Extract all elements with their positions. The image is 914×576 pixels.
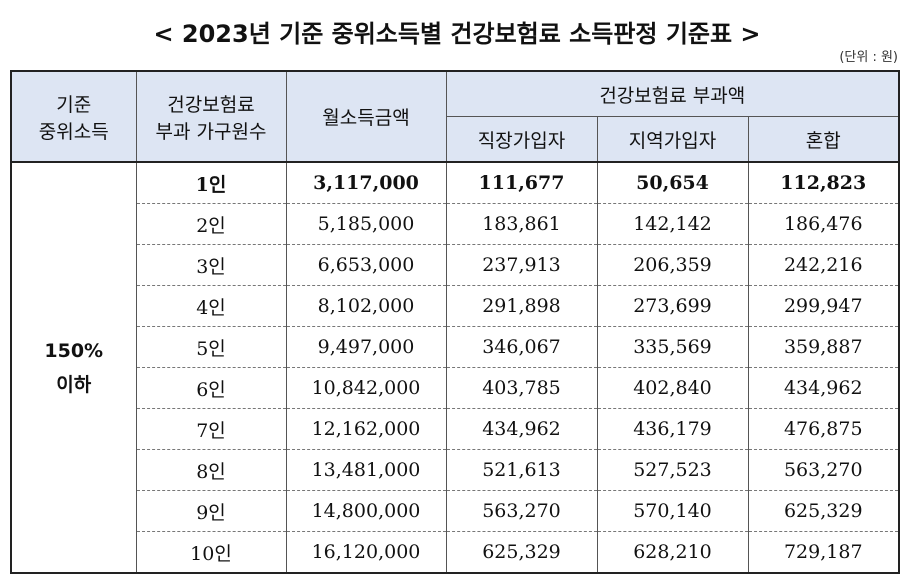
- header-employee: 직장가입자: [445, 116, 598, 163]
- income-cell: 16,120,000: [285, 531, 447, 573]
- group-label-cell: 150% 이하: [10, 162, 137, 573]
- mixed-cell: 112,823: [747, 162, 900, 204]
- mixed-cell: 563,270: [747, 449, 900, 491]
- table-row: 5인 9,497,000 346,067 335,569 359,887: [11, 326, 900, 368]
- regional-cell: 206,359: [596, 244, 749, 286]
- members-cell: 4인: [135, 285, 287, 327]
- members-cell: 3인: [135, 244, 287, 286]
- income-cell: 8,102,000: [285, 285, 447, 327]
- header-median-income: 기준 중위소득: [10, 70, 137, 163]
- page-title: < 2023년 기준 중위소득별 건강보험료 소득판정 기준표 >: [153, 20, 761, 48]
- header-median-income-line1: 기준: [56, 93, 92, 116]
- table-row: 10인 16,120,000 625,329 628,210 729,187: [11, 531, 900, 573]
- income-criteria-table: 기준 중위소득 건강보험료 부과 가구원수 월소득금액 건강보험료 부과액 직장…: [10, 70, 901, 574]
- members-cell: 2인: [135, 203, 287, 245]
- header-median-income-line2: 중위소득: [38, 120, 109, 143]
- table-row: 9인 14,800,000 563,270 570,140 625,329: [11, 490, 900, 532]
- header-premium-group: 건강보험료 부과액: [445, 70, 900, 117]
- regional-cell: 273,699: [596, 285, 749, 327]
- regional-cell: 335,569: [596, 326, 749, 368]
- header-regional: 지역가입자: [596, 116, 749, 163]
- regional-cell: 402,840: [596, 367, 749, 409]
- header-household-line2: 부과 가구원수: [155, 120, 267, 143]
- income-cell: 12,162,000: [285, 408, 447, 450]
- mixed-cell: 729,187: [747, 531, 900, 573]
- income-cell: 5,185,000: [285, 203, 447, 245]
- income-cell: 3,117,000: [285, 162, 447, 204]
- employee-cell: 111,677: [445, 162, 598, 204]
- employee-cell: 434,962: [445, 408, 598, 450]
- income-cell: 10,842,000: [285, 367, 447, 409]
- members-cell: 10인: [135, 531, 287, 573]
- table-row: 150% 이하 1인 3,117,000 111,677 50,654 112,823: [10, 162, 900, 573]
- income-cell: 6,653,000: [285, 244, 447, 286]
- members-cell: 1인: [135, 162, 287, 204]
- income-cell: 14,800,000: [285, 490, 447, 532]
- employee-cell: 291,898: [445, 285, 598, 327]
- income-cell: 9,497,000: [285, 326, 447, 368]
- mixed-cell: 299,947: [747, 285, 900, 327]
- group-label-line1: 150%: [44, 339, 104, 362]
- mixed-cell: 242,216: [747, 244, 900, 286]
- members-cell: 9인: [135, 490, 287, 532]
- members-cell: 6인: [135, 367, 287, 409]
- table-row: 6인 10,842,000 403,785 402,840 434,962: [11, 367, 900, 409]
- employee-cell: 563,270: [445, 490, 598, 532]
- mixed-cell: 625,329: [747, 490, 900, 532]
- regional-cell: 628,210: [596, 531, 749, 573]
- table-row: 7인 12,162,000 434,962 436,179 476,875: [11, 408, 900, 450]
- table-body: 150% 이하 1인 3,117,000 111,677 50,654 112,823 2인 5…: [10, 162, 900, 573]
- income-cell: 13,481,000: [285, 449, 447, 491]
- mixed-cell: 186,476: [747, 203, 900, 245]
- employee-cell: 403,785: [445, 367, 598, 409]
- header-household-members: 건강보험료 부과 가구원수: [135, 70, 287, 163]
- mixed-cell: 434,962: [747, 367, 900, 409]
- header-monthly-income: 월소득금액: [285, 70, 447, 163]
- regional-cell: 570,140: [596, 490, 749, 532]
- members-cell: 5인: [135, 326, 287, 368]
- header-household-line1: 건강보험료: [167, 93, 255, 116]
- members-cell: 8인: [135, 449, 287, 491]
- table-row: 4인 8,102,000 291,898 273,699 299,947: [11, 285, 900, 327]
- employee-cell: 346,067: [445, 326, 598, 368]
- regional-cell: 142,142: [596, 203, 749, 245]
- unit-label: (단위 : 원): [839, 50, 898, 65]
- mixed-cell: 359,887: [747, 326, 900, 368]
- employee-cell: 625,329: [445, 531, 598, 573]
- employee-cell: 237,913: [445, 244, 598, 286]
- group-label-line2: 이하: [56, 373, 92, 396]
- table-row: 2인 5,185,000 183,861 142,142 186,476: [11, 203, 900, 245]
- header-mixed: 혼합: [747, 116, 900, 163]
- regional-cell: 436,179: [596, 408, 749, 450]
- regional-cell: 50,654: [596, 162, 749, 204]
- members-cell: 7인: [135, 408, 287, 450]
- table-row: 3인 6,653,000 237,913 206,359 242,216: [11, 244, 900, 286]
- employee-cell: 521,613: [445, 449, 598, 491]
- mixed-cell: 476,875: [747, 408, 900, 450]
- regional-cell: 527,523: [596, 449, 749, 491]
- employee-cell: 183,861: [445, 203, 598, 245]
- table-row: 8인 13,481,000 521,613 527,523 563,270: [11, 449, 900, 491]
